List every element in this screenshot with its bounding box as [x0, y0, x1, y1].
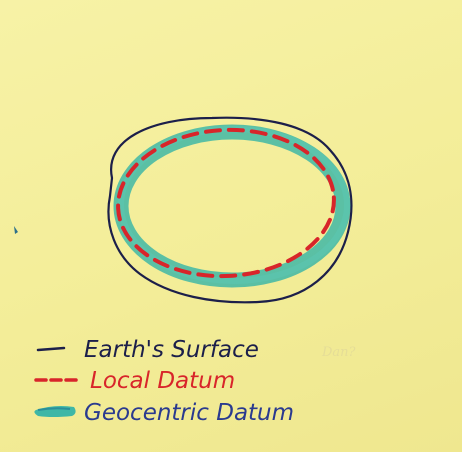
legend-label-earth-surface: Earth's Surface — [84, 337, 259, 363]
signature-scribble: Dan? — [321, 345, 357, 360]
stray-mark — [14, 226, 18, 234]
legend-swatch-earth-surface — [36, 346, 66, 352]
legend-swatch-geocentric-datum — [34, 406, 76, 417]
legend-label-local-datum: Local Datum — [90, 368, 235, 394]
local-datum-ellipse — [116, 127, 336, 279]
legend-label-geocentric-datum: Geocentric Datum — [84, 400, 294, 426]
earth-surface-outline — [107, 116, 353, 304]
